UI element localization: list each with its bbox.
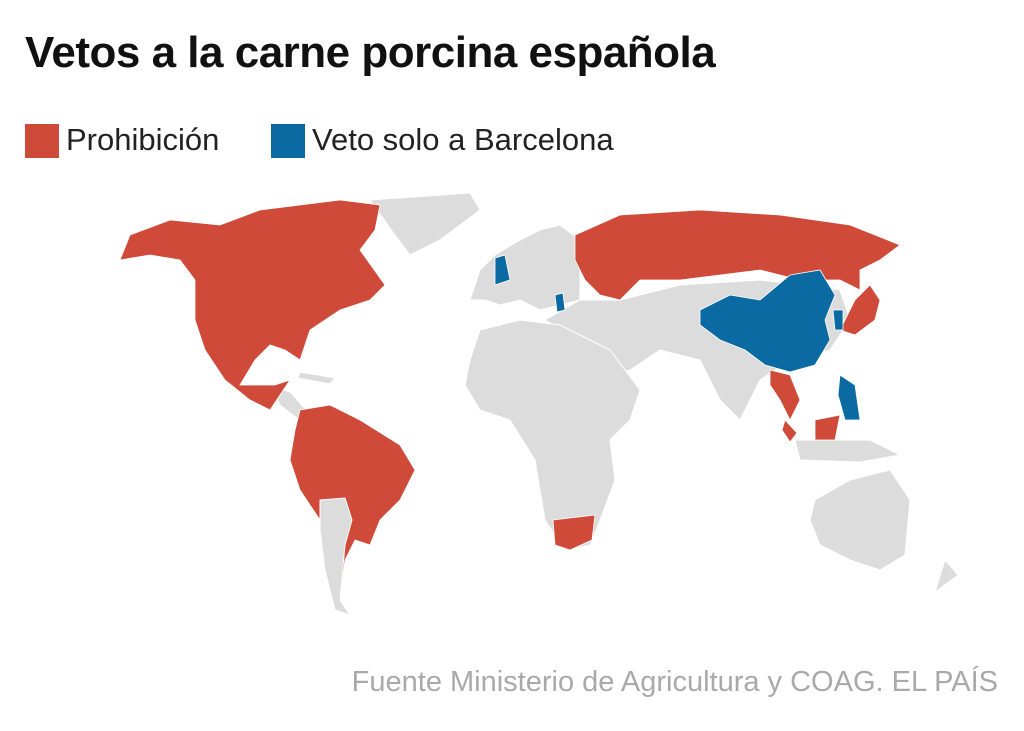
ban-regions bbox=[119, 199, 901, 616]
south-africa bbox=[552, 514, 596, 551]
china bbox=[699, 269, 836, 373]
caribbean bbox=[297, 371, 336, 385]
greenland bbox=[369, 192, 481, 256]
philippines bbox=[837, 374, 861, 421]
legend-label: Prohibición bbox=[66, 122, 220, 157]
africa bbox=[464, 319, 641, 551]
legend-label: Veto solo a Barcelona bbox=[312, 122, 614, 157]
legend-swatch bbox=[271, 124, 305, 158]
legend-swatch bbox=[25, 124, 59, 158]
southeast-asia bbox=[769, 369, 801, 421]
borneo bbox=[814, 414, 841, 441]
north-america bbox=[119, 199, 386, 411]
southern-cone bbox=[319, 497, 353, 616]
indonesia bbox=[794, 439, 902, 463]
source: Fuente Ministerio de Agricultura y COAG.… bbox=[351, 666, 998, 698]
balkans bbox=[554, 292, 566, 313]
new-zealand bbox=[934, 558, 959, 594]
united-kingdom bbox=[494, 254, 511, 286]
south-america bbox=[289, 404, 416, 616]
title: Vetos a la carne porcina española bbox=[25, 28, 716, 77]
australia bbox=[809, 469, 911, 571]
malaysia bbox=[781, 419, 798, 443]
korea bbox=[832, 309, 844, 331]
